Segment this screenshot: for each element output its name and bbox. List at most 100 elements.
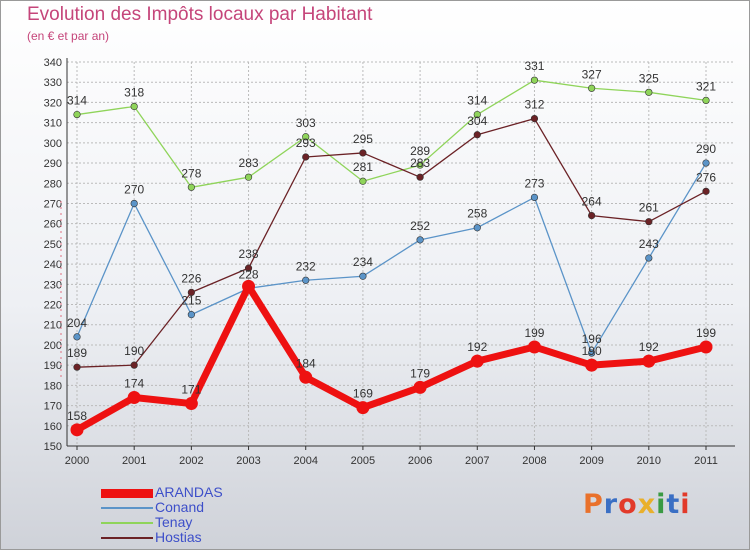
y-tick-label: 200 (44, 340, 62, 352)
data-label: 234 (353, 255, 373, 269)
legend-swatch (101, 522, 153, 524)
y-tick-label: 310 (44, 118, 62, 130)
logo-letter: r (603, 489, 619, 520)
data-label: 179 (410, 366, 430, 380)
x-tick-label: 2003 (236, 455, 260, 467)
x-tick-label: 2005 (351, 455, 375, 467)
data-label: 228 (239, 267, 259, 281)
data-point-conand (645, 254, 653, 262)
y-tick-label: 210 (44, 320, 62, 332)
data-label: 273 (524, 176, 544, 190)
data-point-tenay (130, 102, 138, 111)
y-tick-label: 300 (44, 138, 62, 150)
data-label: 290 (696, 142, 716, 156)
data-point-conand (187, 311, 195, 319)
data-point-arandas (299, 370, 313, 384)
data-point-arandas (470, 354, 484, 368)
x-tick-label: 2002 (179, 455, 203, 467)
data-point-hostias (302, 153, 310, 161)
data-label: 325 (639, 71, 659, 85)
data-point-tenay (244, 173, 253, 181)
legend-swatch (101, 507, 153, 509)
series-line-tenay (76, 79, 707, 188)
data-point-arandas (70, 423, 84, 437)
data-point-arandas (527, 340, 541, 354)
data-label: 204 (67, 316, 87, 330)
data-point-arandas (127, 390, 141, 404)
x-tick-label: 2009 (579, 455, 603, 467)
data-point-arandas (413, 380, 427, 394)
data-label: 327 (582, 67, 602, 81)
x-tick-label: 2006 (408, 455, 432, 467)
y-tick-label: 150 (44, 441, 62, 453)
y-tick-label: 220 (44, 300, 62, 312)
data-point-arandas (242, 279, 256, 293)
data-label: 312 (524, 98, 544, 112)
data-label: 238 (239, 247, 259, 261)
data-point-conand (588, 349, 596, 357)
data-label: 293 (296, 136, 316, 150)
data-point-conand (130, 199, 138, 208)
data-point-conand (359, 272, 367, 280)
data-label: 252 (410, 219, 430, 233)
data-point-hostias (702, 187, 710, 195)
data-label: 278 (181, 166, 201, 180)
data-label: 289 (410, 144, 430, 158)
data-label: 226 (181, 271, 201, 285)
data-label: 276 (696, 170, 716, 184)
data-point-conand (416, 236, 424, 244)
data-point-conand (530, 193, 539, 202)
x-tick-label: 2007 (465, 455, 489, 467)
logo-letter: i (680, 489, 691, 520)
y-tick-label: 290 (44, 158, 62, 170)
data-label: 283 (239, 156, 259, 170)
data-label: 199 (524, 326, 544, 340)
data-point-tenay (302, 133, 310, 141)
legend-label: Tenay (155, 514, 193, 530)
legend-swatch (101, 537, 153, 539)
data-label: 261 (639, 201, 659, 215)
logo-letter: t (666, 489, 681, 520)
data-point-conand (473, 224, 481, 232)
legend-label: ARANDAS (155, 484, 223, 500)
y-tick-label: 280 (44, 178, 62, 190)
data-label: 283 (410, 156, 430, 170)
logo-letter: x (637, 489, 657, 520)
data-point-hostias (187, 288, 195, 297)
data-point-hostias (244, 264, 253, 272)
data-point-tenay (530, 76, 539, 84)
data-point-arandas (585, 358, 599, 372)
data-point-arandas (184, 397, 198, 411)
x-tick-label: 2011 (694, 455, 718, 467)
data-label: 199 (696, 326, 716, 340)
y-tick-label: 190 (44, 360, 62, 372)
data-point-hostias (473, 131, 481, 139)
data-point-tenay (73, 110, 81, 119)
data-label: 190 (124, 344, 144, 358)
proxiti-logo: Proxiti (583, 489, 691, 520)
data-point-hostias (73, 363, 81, 371)
data-point-arandas (356, 401, 370, 415)
data-label: 184 (296, 356, 316, 370)
data-point-conand (73, 333, 81, 341)
data-point-arandas (642, 354, 656, 368)
data-label: 321 (696, 79, 716, 93)
series-line-hostias (76, 117, 707, 368)
y-tick-label: 230 (44, 279, 62, 291)
data-label: 264 (582, 195, 602, 209)
data-label: 243 (639, 237, 659, 251)
data-label: 169 (353, 387, 373, 401)
data-label: 171 (181, 383, 201, 397)
logo-letter: P (583, 489, 604, 520)
data-point-tenay (473, 110, 481, 119)
data-point-conand (702, 159, 710, 167)
data-point-arandas (699, 340, 713, 354)
data-label: 314 (467, 94, 487, 108)
data-point-hostias (645, 218, 653, 226)
data-label: 314 (67, 94, 87, 108)
data-label: 270 (124, 182, 144, 196)
data-label: 318 (124, 85, 144, 99)
data-label: 174 (124, 376, 144, 390)
